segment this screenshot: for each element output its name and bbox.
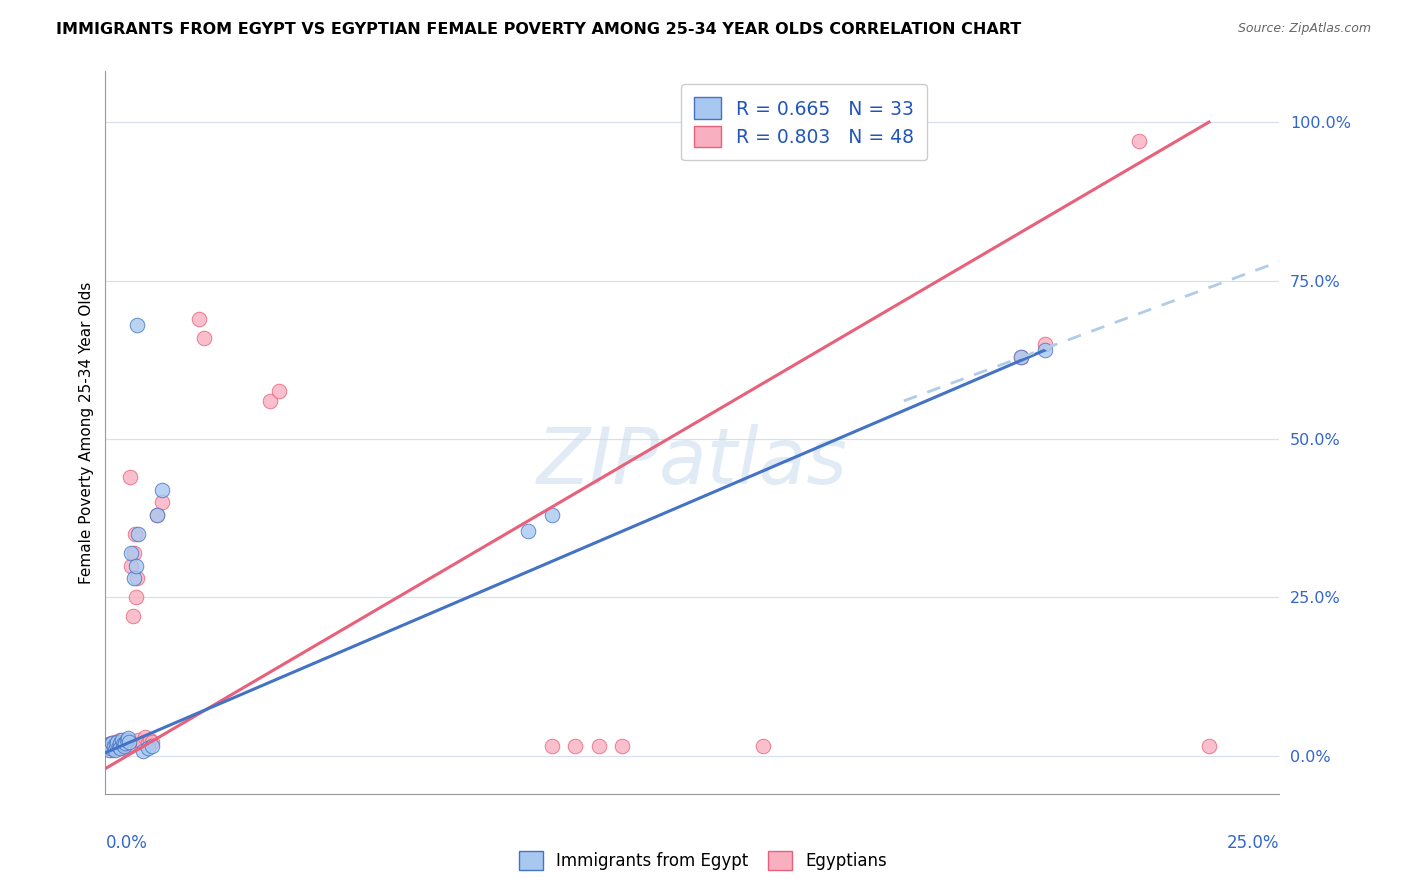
Point: [127, 733, 149, 747]
Point: [111, 739, 134, 754]
Point: [104, 739, 127, 754]
Point: [588, 739, 610, 754]
Point: [108, 733, 131, 747]
Text: 25.0%: 25.0%: [1227, 834, 1279, 852]
Point: [127, 318, 149, 332]
Point: [1198, 739, 1220, 754]
Point: [125, 591, 148, 605]
Point: [117, 731, 139, 745]
Point: [104, 735, 127, 749]
Point: [101, 742, 124, 756]
Text: ZIPatlas: ZIPatlas: [537, 424, 848, 500]
Point: [146, 508, 169, 522]
Point: [97, 741, 120, 756]
Point: [103, 739, 125, 754]
Point: [1128, 134, 1150, 148]
Point: [108, 736, 131, 750]
Point: [259, 393, 281, 408]
Point: [141, 735, 163, 749]
Point: [120, 558, 142, 573]
Point: [1010, 350, 1032, 364]
Point: [112, 739, 135, 754]
Point: [1033, 337, 1056, 351]
Point: [150, 495, 173, 509]
Point: [127, 571, 149, 585]
Point: [105, 741, 128, 756]
Legend: Immigrants from Egypt, Egyptians: Immigrants from Egypt, Egyptians: [513, 844, 893, 877]
Point: [115, 736, 138, 750]
Point: [110, 741, 132, 756]
Point: [97, 739, 120, 754]
Point: [100, 736, 122, 750]
Point: [540, 739, 562, 754]
Text: IMMIGRANTS FROM EGYPT VS EGYPTIAN FEMALE POVERTY AMONG 25-34 YEAR OLDS CORRELATI: IMMIGRANTS FROM EGYPT VS EGYPTIAN FEMALE…: [56, 22, 1022, 37]
Point: [193, 330, 215, 344]
Point: [136, 741, 159, 756]
Point: [114, 736, 136, 750]
Point: [104, 738, 127, 752]
Point: [146, 508, 169, 522]
Point: [124, 527, 146, 541]
Point: [121, 609, 143, 624]
Point: [150, 483, 173, 497]
Point: [107, 736, 129, 750]
Point: [98, 738, 121, 752]
Point: [1033, 343, 1056, 358]
Point: [127, 527, 149, 541]
Point: [98, 738, 121, 752]
Point: [132, 736, 155, 750]
Point: [122, 546, 145, 560]
Point: [104, 742, 127, 756]
Point: [111, 733, 134, 747]
Text: 0.0%: 0.0%: [105, 834, 148, 852]
Point: [125, 558, 148, 573]
Legend: R = 0.665   N = 33, R = 0.803   N = 48: R = 0.665 N = 33, R = 0.803 N = 48: [682, 85, 927, 161]
Point: [141, 739, 163, 754]
Point: [105, 735, 128, 749]
Point: [98, 742, 121, 756]
Y-axis label: Female Poverty Among 25-34 Year Olds: Female Poverty Among 25-34 Year Olds: [79, 282, 94, 583]
Point: [100, 741, 122, 756]
Point: [136, 736, 159, 750]
Point: [139, 733, 162, 747]
Point: [132, 744, 155, 758]
Point: [118, 738, 141, 752]
Point: [117, 739, 139, 754]
Point: [115, 733, 138, 747]
Point: [269, 384, 291, 399]
Point: [540, 508, 562, 522]
Point: [110, 738, 132, 752]
Point: [752, 739, 775, 754]
Point: [134, 730, 156, 744]
Text: Source: ZipAtlas.com: Source: ZipAtlas.com: [1237, 22, 1371, 36]
Point: [564, 739, 586, 754]
Point: [188, 311, 211, 326]
Point: [98, 739, 121, 754]
Point: [114, 738, 136, 752]
Point: [107, 739, 129, 754]
Point: [112, 738, 135, 752]
Point: [610, 739, 633, 754]
Point: [118, 470, 141, 484]
Point: [101, 736, 124, 750]
Point: [122, 571, 145, 585]
Point: [1010, 350, 1032, 364]
Point: [112, 735, 135, 749]
Point: [112, 741, 135, 756]
Point: [118, 735, 141, 749]
Point: [517, 524, 540, 538]
Point: [120, 546, 142, 560]
Point: [103, 738, 125, 752]
